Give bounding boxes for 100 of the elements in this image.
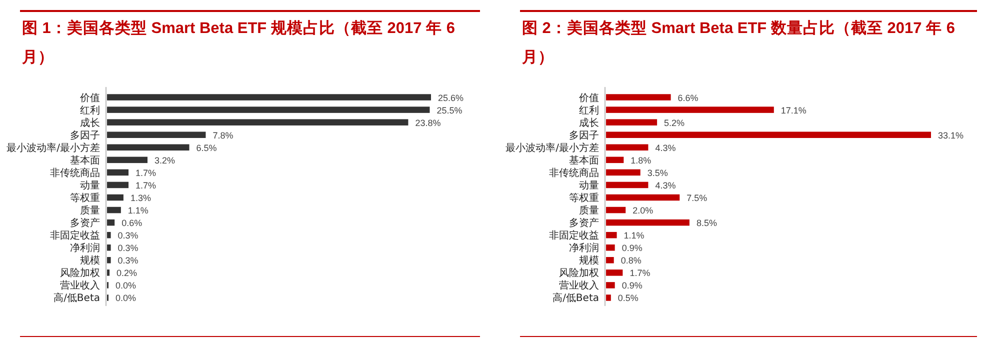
y-tick-label: 多资产 <box>569 217 599 230</box>
data-label: 8.5% <box>696 218 717 228</box>
bar <box>107 144 190 151</box>
bar <box>606 232 617 238</box>
bar <box>107 232 111 238</box>
bar <box>606 132 931 138</box>
data-label: 1.3% <box>130 193 151 203</box>
y-tick-label: 非传统商品 <box>549 166 599 179</box>
bar <box>107 156 148 164</box>
bar <box>606 244 615 251</box>
bar <box>606 94 671 100</box>
y-tick-label: 多因子 <box>569 129 599 142</box>
bar <box>107 244 111 251</box>
y-tick-label: 价值 <box>79 92 100 104</box>
bar <box>107 169 129 176</box>
data-label: 5.2% <box>664 118 685 128</box>
y-tick-label: 基本面 <box>70 154 100 166</box>
data-label: 0.5% <box>618 293 638 304</box>
bar <box>606 270 623 276</box>
bar <box>107 132 206 138</box>
y-tick-label: 规模 <box>579 254 599 267</box>
data-label: 7.5% <box>686 193 708 203</box>
bar <box>107 119 408 126</box>
y-tick-label: 净利润 <box>70 242 100 254</box>
y-tick-label: 成长 <box>80 116 100 129</box>
bar <box>107 94 431 100</box>
bar <box>107 257 111 264</box>
bar <box>606 106 774 113</box>
bar <box>107 106 430 113</box>
y-tick-label: 营业收入 <box>60 280 100 292</box>
bar <box>107 182 129 188</box>
y-tick-label: 风险加权 <box>60 267 100 280</box>
bar <box>606 206 626 214</box>
y-tick-label: 非固定收益 <box>549 230 599 242</box>
bar <box>606 119 658 126</box>
bar <box>606 257 614 264</box>
data-label: 1.7% <box>136 168 156 178</box>
data-label: 0.3% <box>118 243 138 254</box>
data-label: 17.1% <box>780 105 806 116</box>
y-tick-label: 红利 <box>579 104 599 116</box>
data-label: 0.0% <box>116 293 136 304</box>
chart-title: 图 1：美国各类型 Smart Beta ETF 规模占比（截至 2017 年 6 月） <box>22 18 456 68</box>
y-tick-label: 等权重 <box>569 192 599 204</box>
data-label: 6.5% <box>196 142 217 153</box>
y-tick-label: 动量 <box>579 180 599 192</box>
y-tick-label: 等权重 <box>70 192 100 204</box>
y-tick-label: 质量 <box>579 204 599 217</box>
data-label: 0.9% <box>622 243 642 254</box>
data-label: 3.5% <box>647 168 668 178</box>
chart-title: 图 2：美国各类型 Smart Beta ETF 数量占比（截至 2017 年 6 月） <box>522 18 956 68</box>
y-tick-label: 多因子 <box>70 129 100 142</box>
bar <box>606 294 611 301</box>
data-label: 0.0% <box>116 280 136 291</box>
y-tick-label: 红利 <box>80 104 100 116</box>
y-tick-label: 成长 <box>579 116 599 129</box>
bar <box>606 282 615 288</box>
bar <box>107 206 121 214</box>
y-tick-label: 动量 <box>80 180 100 192</box>
data-label: 33.1% <box>938 130 964 140</box>
data-label: 0.9% <box>622 280 642 291</box>
y-tick-label: 规模 <box>80 254 100 267</box>
y-tick-label: 最小波动率/最小方差 <box>6 142 100 154</box>
bar <box>606 144 648 151</box>
y-tick-label: 价值 <box>578 92 599 104</box>
y-tick-label: 风险加权 <box>559 267 599 280</box>
data-label: 0.2% <box>116 268 138 278</box>
bar <box>107 270 110 276</box>
data-label: 0.3% <box>118 230 138 241</box>
bar <box>606 156 624 164</box>
y-tick-label: 最小波动率/最小方差 <box>506 142 599 154</box>
data-label: 6.6% <box>678 92 698 103</box>
data-label: 4.3% <box>655 142 676 153</box>
bar <box>606 182 648 188</box>
bar <box>606 169 640 176</box>
y-tick-label: 多资产 <box>70 217 100 230</box>
data-label: 7.8% <box>212 130 234 140</box>
data-label: 2.0% <box>632 206 654 216</box>
data-label: 3.2% <box>154 155 176 166</box>
y-tick-label: 高/低Beta <box>54 292 100 304</box>
data-label: 25.5% <box>436 105 462 116</box>
data-label: 1.8% <box>630 155 652 166</box>
data-label: 1.1% <box>128 206 148 216</box>
data-label: 0.8% <box>620 256 642 266</box>
data-label: 25.6% <box>438 92 464 103</box>
y-tick-label: 非传统商品 <box>50 166 100 179</box>
data-label: 23.8% <box>415 118 441 128</box>
data-label: 4.3% <box>655 180 676 190</box>
y-tick-label: 净利润 <box>569 242 599 254</box>
bar <box>606 194 680 201</box>
y-tick-label: 质量 <box>80 204 100 217</box>
bar <box>606 219 690 226</box>
y-tick-label: 营业收入 <box>559 280 599 292</box>
data-label: 1.7% <box>630 268 650 278</box>
y-tick-label: 非固定收益 <box>50 230 100 242</box>
bar <box>107 219 115 226</box>
data-label: 1.7% <box>136 180 156 190</box>
data-label: 0.6% <box>122 218 142 228</box>
y-tick-label: 基本面 <box>569 154 599 166</box>
y-tick-label: 高/低Beta <box>552 292 599 304</box>
data-label: 0.3% <box>118 256 138 266</box>
